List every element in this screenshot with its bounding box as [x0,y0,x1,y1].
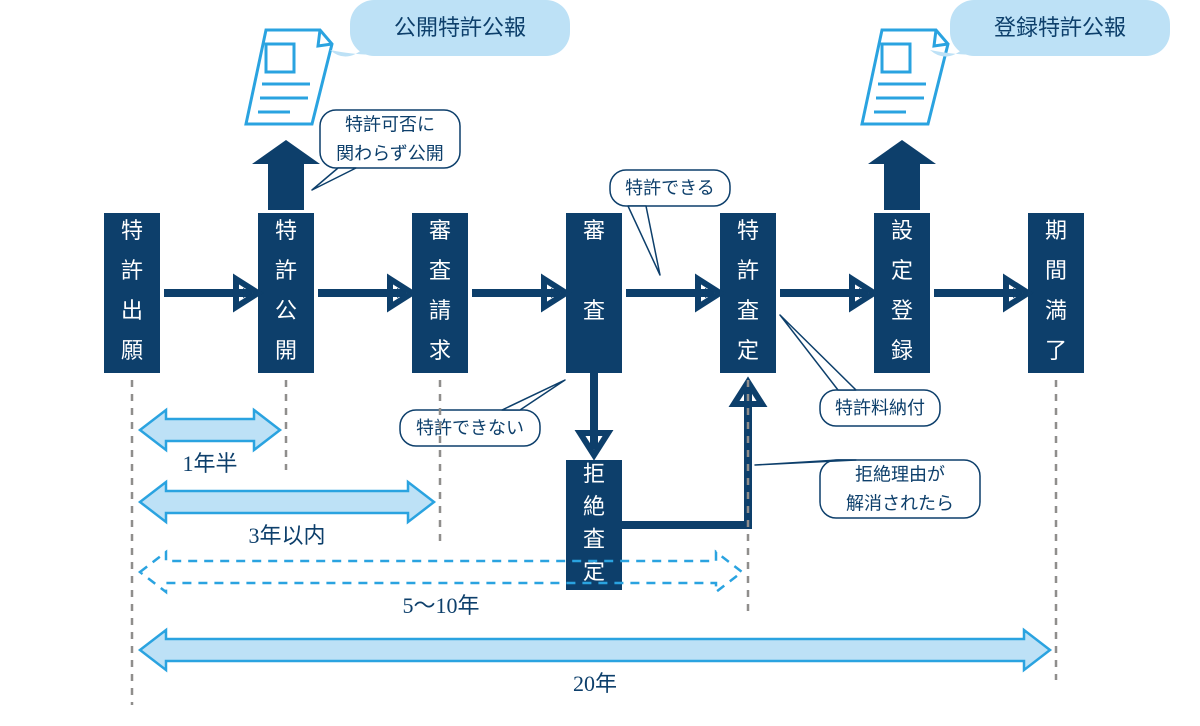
svg-text:求: 求 [429,338,451,363]
svg-text:許: 許 [737,258,759,283]
process-box-filing: 特許出願 [104,213,160,373]
svg-text:期: 期 [1045,218,1067,243]
up-arrow-0 [252,140,320,210]
svg-text:査: 査 [583,298,605,323]
svg-text:了: 了 [1045,338,1067,363]
svg-text:拒: 拒 [583,461,605,486]
svg-text:特: 特 [121,218,143,243]
timeline-arrow-1: 3年以内 [140,482,434,548]
svg-text:録: 録 [891,338,913,363]
svg-text:特: 特 [737,218,759,243]
speech-callout-0: 特許可否に関わらず公開 [312,110,460,190]
document-icon-1 [862,30,948,124]
bubble-text-1: 登録特許公報 [994,15,1126,40]
patent-process-diagram: 特許出願特許公開審査請求審査特許査定設定登録期間満了拒絶査定公開特許公報登録特許… [0,0,1200,726]
svg-text:関わらず公開: 関わらず公開 [336,144,444,164]
svg-text:特許料納付: 特許料納付 [835,398,925,418]
up-arrow-1 [868,140,936,210]
process-box-rejection: 拒絶査定 [566,460,622,590]
svg-text:査: 査 [583,526,605,551]
svg-text:定: 定 [583,559,605,584]
svg-text:満: 満 [1045,298,1067,323]
timeline-label-3: 20年 [573,671,617,696]
svg-text:特許できる: 特許できる [625,178,715,198]
svg-text:審: 審 [429,218,451,243]
publication-bubble-1: 登録特許公報 [930,0,1170,57]
speech-callout-4: 拒絶理由が解消されたら [755,460,980,518]
timeline-label-2: 5〜10年 [402,593,479,618]
timeline-arrow-3: 20年 [140,630,1050,696]
bubble-text-0: 公開特許公報 [394,15,526,40]
speech-callout-1: 特許できる [610,170,730,275]
speech-callout-2: 特許できない [400,380,565,446]
svg-text:査: 査 [429,258,451,283]
publication-bubble-0: 公開特許公報 [330,0,570,57]
svg-text:請: 請 [429,298,451,323]
svg-text:公: 公 [275,298,297,323]
timeline-label-1: 3年以内 [248,523,325,548]
process-box-publication: 特許公開 [258,213,314,373]
svg-text:登: 登 [891,298,913,323]
svg-text:絶: 絶 [583,494,605,519]
process-box-exam_request: 審査請求 [412,213,468,373]
timeline-arrow-2: 5〜10年 [140,552,742,618]
svg-text:特許可否に: 特許可否に [345,115,435,135]
svg-text:特許できない: 特許できない [416,418,524,438]
svg-text:願: 願 [121,338,143,363]
process-box-registration: 設定登録 [874,213,930,373]
process-box-patent_dec: 特許査定 [720,213,776,373]
svg-text:開: 開 [275,338,297,363]
timeline-label-0: 1年半 [182,451,237,476]
svg-text:審: 審 [583,218,605,243]
svg-text:特: 特 [275,218,297,243]
document-icon-0 [246,30,332,124]
svg-text:間: 間 [1045,258,1067,283]
svg-text:定: 定 [737,338,759,363]
svg-text:解消されたら: 解消されたら [846,494,954,514]
svg-text:出: 出 [121,298,143,323]
process-box-expiry: 期間満了 [1028,213,1084,373]
svg-text:許: 許 [275,258,297,283]
svg-text:査: 査 [737,298,759,323]
svg-text:許: 許 [121,258,143,283]
timeline-arrow-0: 1年半 [140,410,280,476]
svg-text:定: 定 [891,258,913,283]
svg-text:拒絶理由が: 拒絶理由が [855,465,945,485]
process-box-examination: 審査 [566,213,622,373]
svg-text:設: 設 [891,218,913,243]
